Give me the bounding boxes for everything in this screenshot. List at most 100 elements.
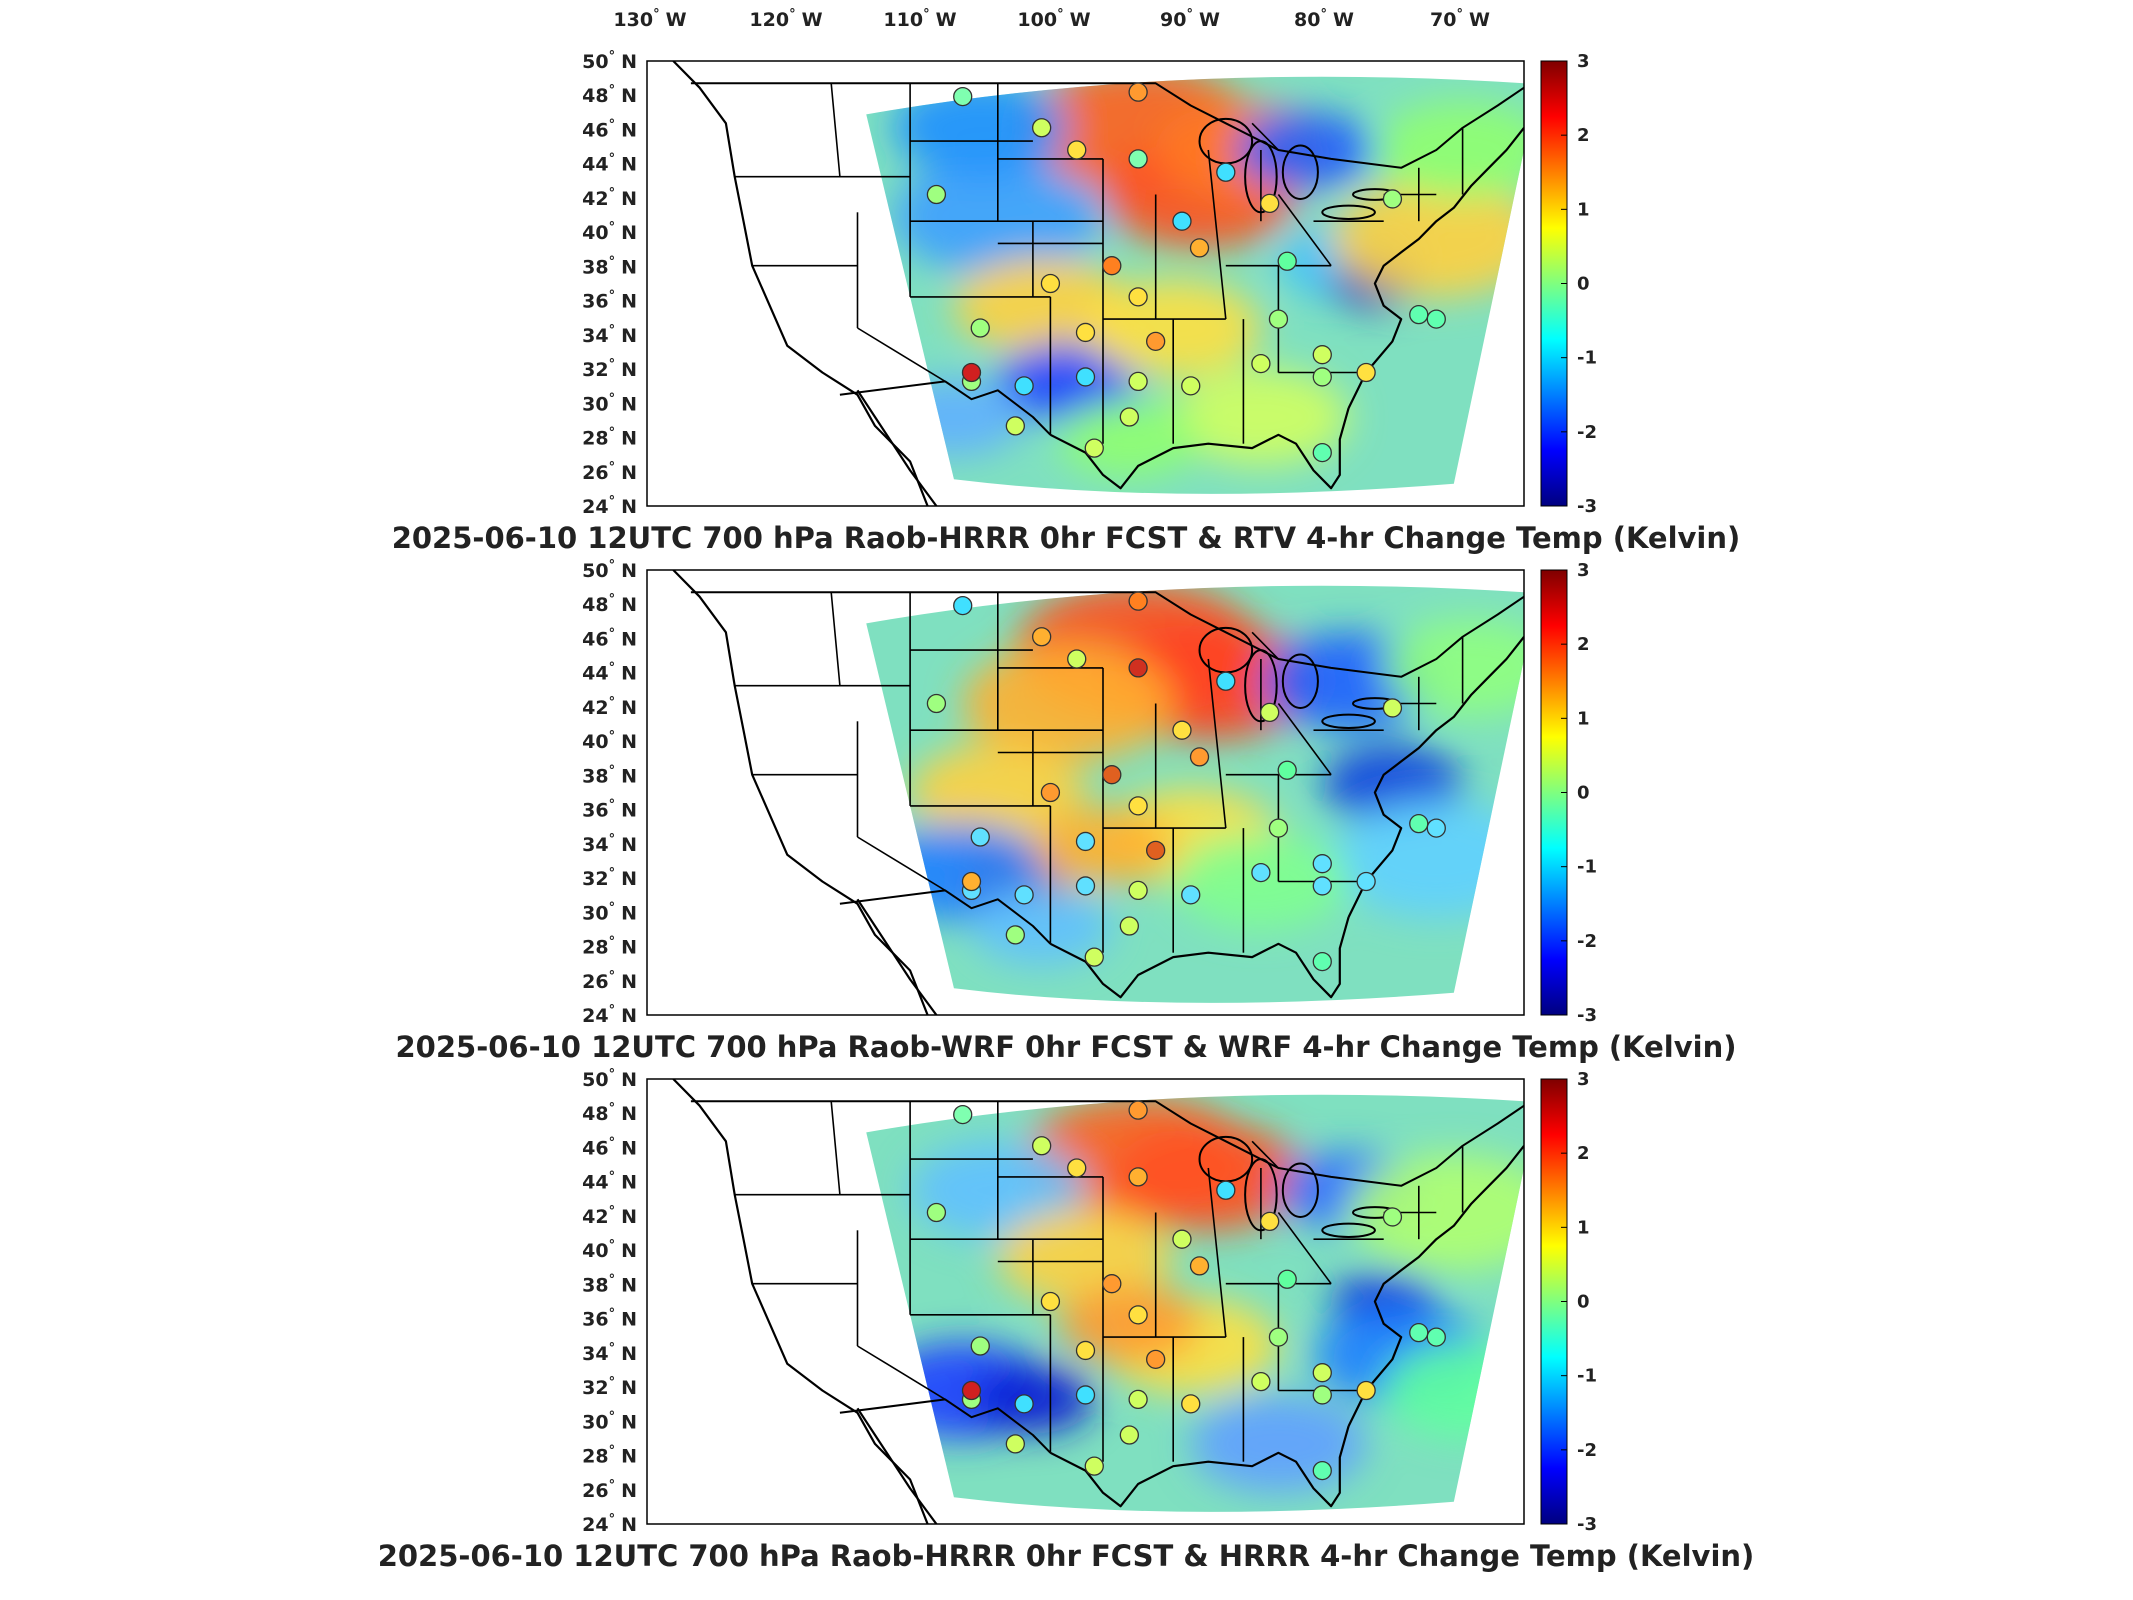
lat-label: 48° N bbox=[582, 1101, 637, 1125]
raob-station bbox=[926, 184, 947, 205]
raob-station bbox=[1075, 1385, 1096, 1405]
data-swath bbox=[866, 1094, 1524, 1512]
raob-station bbox=[1312, 951, 1332, 972]
raob-station bbox=[1128, 658, 1148, 678]
colorbar-tick-label: 3 bbox=[1577, 51, 1590, 72]
raob-station bbox=[1040, 273, 1061, 294]
raob-station bbox=[1067, 1158, 1087, 1178]
raob-station bbox=[1312, 854, 1332, 874]
field-blob bbox=[1173, 368, 1349, 466]
raob-station bbox=[1268, 818, 1289, 838]
raob-station bbox=[1382, 698, 1403, 718]
mexico-border bbox=[839, 380, 1052, 436]
great-lake bbox=[1244, 140, 1278, 214]
raob-station bbox=[1277, 251, 1297, 271]
raob-station bbox=[1268, 1327, 1289, 1347]
raob-station bbox=[1128, 1100, 1148, 1120]
field-blob bbox=[892, 78, 1068, 177]
lat-label: 24° N bbox=[582, 1003, 637, 1027]
lat-label: 42° N bbox=[582, 695, 637, 719]
raob-station bbox=[1146, 331, 1166, 352]
raob-station bbox=[1172, 720, 1192, 740]
gulf-coastline bbox=[1049, 1425, 1350, 1508]
raob-station bbox=[926, 1202, 947, 1223]
baja-coastline bbox=[856, 898, 938, 1015]
raob-station bbox=[1146, 1349, 1166, 1369]
raob-station bbox=[1032, 1136, 1052, 1156]
colorbar-tick-label: 0 bbox=[1577, 1292, 1590, 1313]
raob-station bbox=[1312, 345, 1332, 365]
state-boundary bbox=[857, 327, 946, 383]
colorbar-tick-label: -2 bbox=[1577, 422, 1597, 443]
lat-label: 26° N bbox=[582, 1478, 637, 1502]
lat-label: 38° N bbox=[582, 763, 637, 787]
lat-label: 48° N bbox=[582, 83, 637, 107]
great-lake bbox=[1281, 144, 1319, 200]
lat-label: 44° N bbox=[582, 1170, 637, 1194]
lat-label: 36° N bbox=[582, 289, 637, 313]
lat-label: 24° N bbox=[582, 494, 637, 518]
lat-label: 34° N bbox=[582, 323, 637, 347]
lat-label: 44° N bbox=[582, 152, 637, 176]
raob-station bbox=[1032, 118, 1052, 138]
state-boundary bbox=[830, 83, 841, 177]
field-blob bbox=[997, 1208, 1174, 1306]
raob-station bbox=[1102, 1274, 1122, 1294]
raob-station bbox=[1312, 1385, 1332, 1405]
lat-label: 26° N bbox=[582, 969, 637, 993]
raob-station bbox=[953, 1104, 973, 1125]
lon-label: 110° W bbox=[883, 7, 956, 31]
raob-station bbox=[1426, 818, 1446, 838]
raob-station bbox=[1128, 287, 1148, 307]
great-lake bbox=[1244, 1158, 1278, 1232]
lat-label: 48° N bbox=[582, 592, 637, 616]
colorbar-tick-label: -2 bbox=[1577, 931, 1597, 952]
raob-station bbox=[1216, 162, 1236, 182]
raob-station bbox=[961, 362, 982, 383]
state-boundary bbox=[1251, 1140, 1279, 1169]
lon-label: 70° W bbox=[1430, 7, 1490, 31]
colorbar-tick-label: 1 bbox=[1577, 199, 1590, 220]
panel-title: 2025-06-10 12UTC 700 hPa Raob-HRRR 0hr F… bbox=[378, 1539, 1755, 1573]
lon-label: 120° W bbox=[749, 7, 822, 31]
field-blob bbox=[1383, 618, 1524, 717]
lat-label: 38° N bbox=[582, 1272, 637, 1296]
field-blob bbox=[1331, 180, 1524, 298]
raob-station bbox=[1251, 353, 1271, 374]
raob-station bbox=[1356, 871, 1376, 892]
lat-label: 30° N bbox=[582, 1409, 637, 1433]
raob-station bbox=[1067, 649, 1087, 669]
field-blob bbox=[910, 743, 1086, 842]
lat-label: 40° N bbox=[582, 1238, 637, 1262]
raob-station bbox=[1040, 1291, 1061, 1312]
raob-station bbox=[1189, 1256, 1210, 1276]
raob-station bbox=[1128, 796, 1148, 816]
field-blob bbox=[971, 1365, 1095, 1434]
raob-station bbox=[1312, 876, 1332, 896]
baja-coastline bbox=[856, 1407, 938, 1524]
lat-label: 36° N bbox=[582, 798, 637, 822]
raob-station bbox=[1075, 1340, 1096, 1361]
raob-station bbox=[1014, 1394, 1034, 1414]
raob-station bbox=[1426, 309, 1446, 329]
raob-station bbox=[926, 693, 947, 714]
west-coastline bbox=[672, 61, 929, 506]
colorbar-tick-label: 2 bbox=[1577, 1143, 1590, 1164]
raob-station bbox=[1181, 1394, 1201, 1414]
raob-station bbox=[970, 827, 990, 847]
lat-label: 32° N bbox=[582, 357, 637, 381]
lat-label: 44° N bbox=[582, 661, 637, 685]
canada-border bbox=[690, 1100, 1524, 1187]
raob-station bbox=[1128, 880, 1148, 901]
canada-border bbox=[690, 591, 1524, 678]
lat-label: 28° N bbox=[582, 1444, 637, 1468]
lat-label: 36° N bbox=[582, 1307, 637, 1331]
lat-label: 32° N bbox=[582, 866, 637, 890]
gulf-coastline bbox=[1049, 916, 1350, 999]
raob-station bbox=[1251, 862, 1271, 883]
raob-station bbox=[1216, 1180, 1236, 1200]
lon-label: 90° W bbox=[1160, 7, 1220, 31]
map-panel: 50° N 48° N 46° N 44° N 42° N 40° N 38° N 36° N 34° N 32° N… bbox=[378, 1067, 1755, 1573]
colorbar-tick-label: -1 bbox=[1577, 857, 1597, 878]
